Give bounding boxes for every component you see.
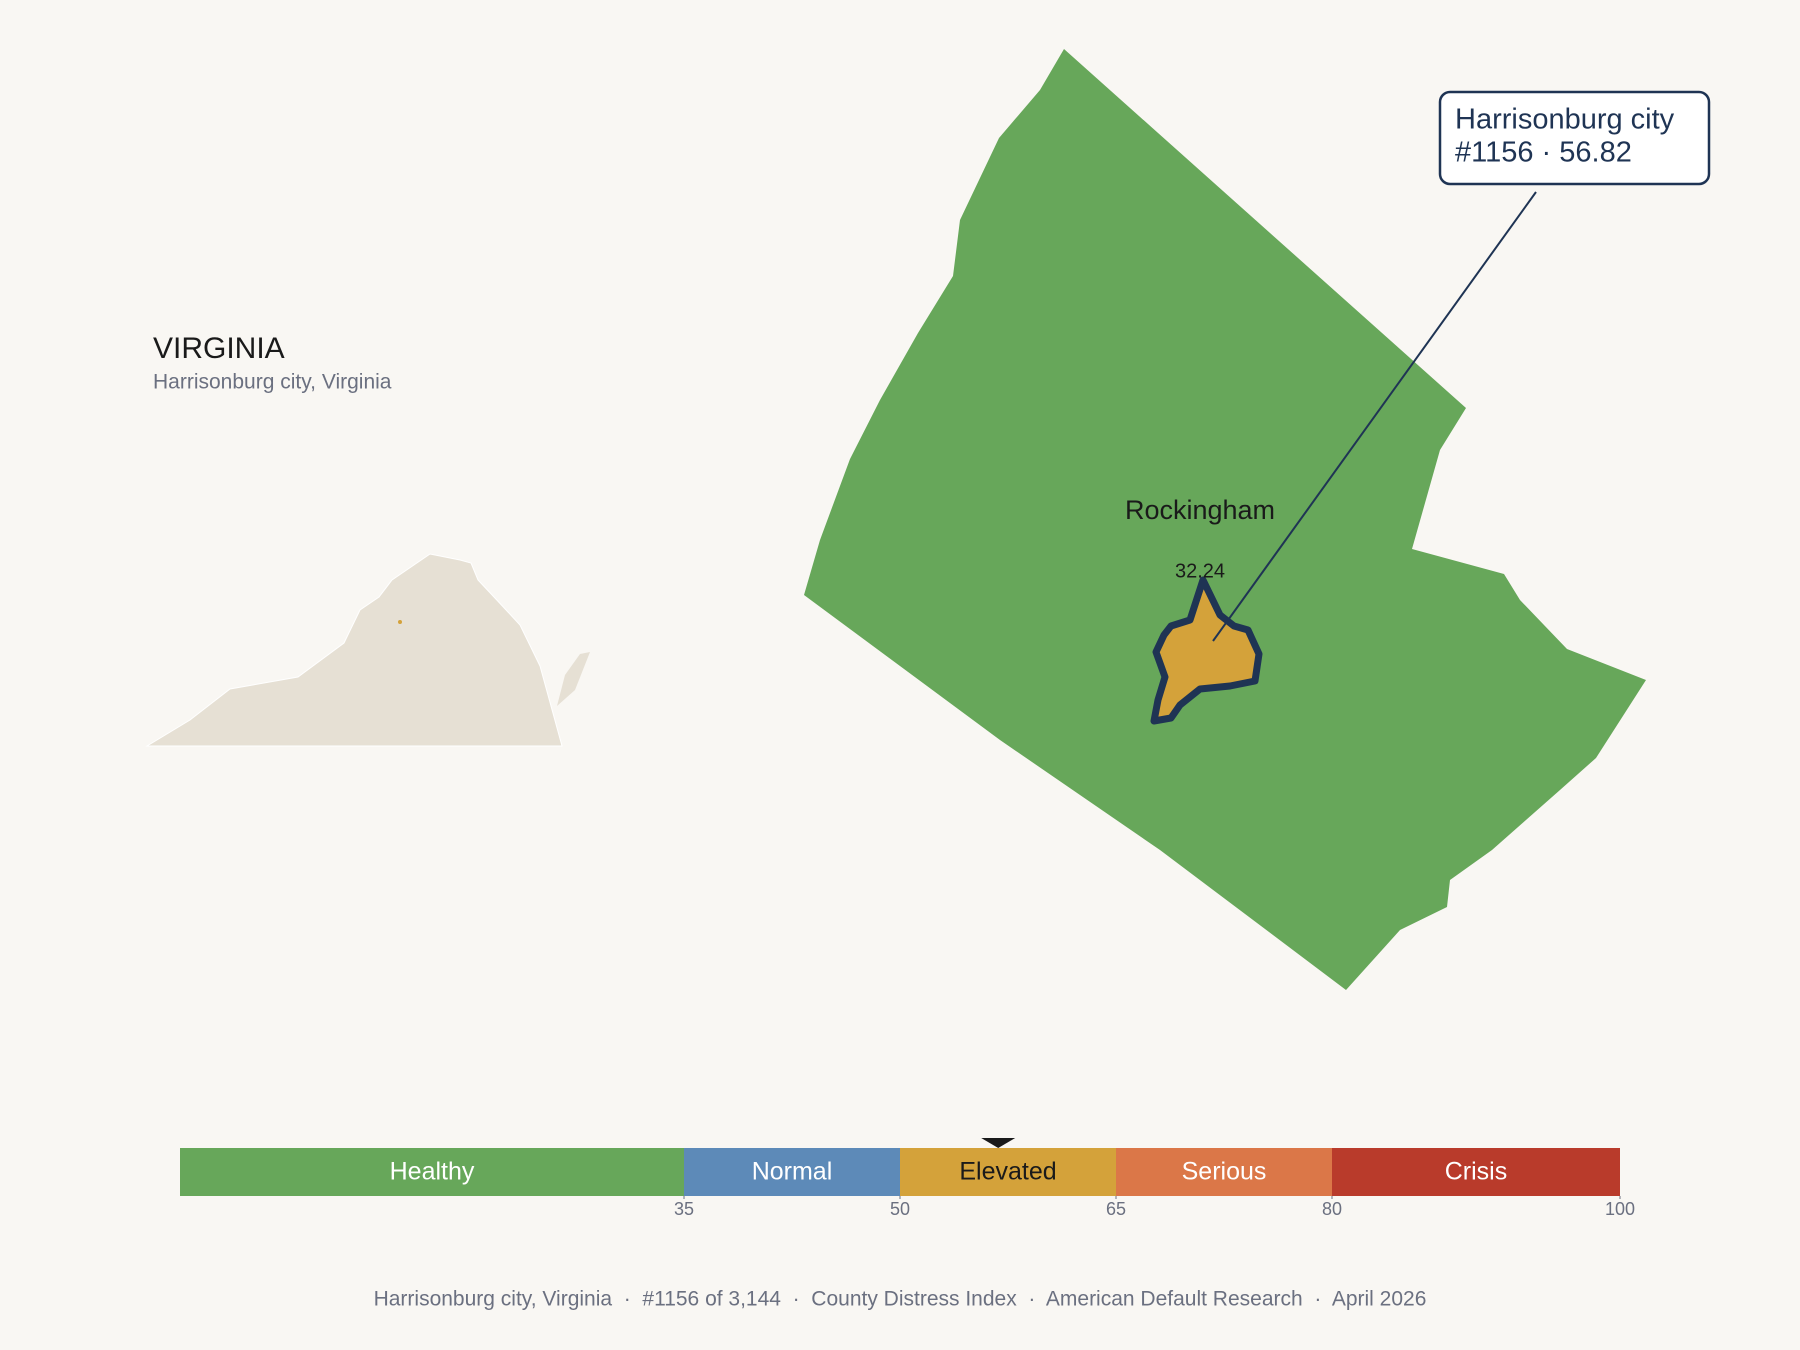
state-map <box>145 553 563 747</box>
county-rockingham <box>804 49 1646 990</box>
state-title: VIRGINIA <box>153 332 285 365</box>
scale-band <box>1332 1148 1620 1196</box>
state-highlight <box>398 620 402 624</box>
callout-name: Harrisonburg city <box>1455 104 1675 136</box>
scale-tick-label: 50 <box>890 1199 910 1219</box>
scale-marker <box>981 1138 1016 1148</box>
scale-band-label: Elevated <box>959 1158 1056 1186</box>
scale-tick-label: 80 <box>1322 1199 1342 1219</box>
scale-band-label: Healthy <box>390 1158 475 1186</box>
scale-band <box>1116 1148 1332 1196</box>
scale-tick-label: 35 <box>674 1199 694 1219</box>
callout-score: #1156 · 56.82 <box>1455 137 1632 169</box>
scale-tick-label: 100 <box>1605 1199 1635 1219</box>
scale-bar: Healthy Normal Elevated Serious Crisis 35 50 65… <box>180 1138 1635 1219</box>
callout-leader <box>1212 191 1537 642</box>
county-value: 32.24 <box>1175 560 1225 582</box>
scale-tick-label: 65 <box>1106 1199 1126 1219</box>
county-harrisonburg <box>1150 576 1263 725</box>
scale-band-label: Serious <box>1182 1158 1267 1186</box>
state-map-shore <box>557 652 590 706</box>
footer: Harrisonburg city, Virginia · #1156 of 3… <box>374 1288 1427 1311</box>
callout-box <box>1438 90 1711 186</box>
scale-band <box>180 1148 684 1196</box>
scale-band-label: Normal <box>752 1158 833 1186</box>
scale-band <box>900 1148 1116 1196</box>
subtitle: Harrisonburg city, Virginia <box>153 371 392 394</box>
scale-band <box>684 1148 900 1196</box>
scale-band-label: Crisis <box>1445 1158 1508 1186</box>
county-label: Rockingham <box>1125 495 1275 525</box>
